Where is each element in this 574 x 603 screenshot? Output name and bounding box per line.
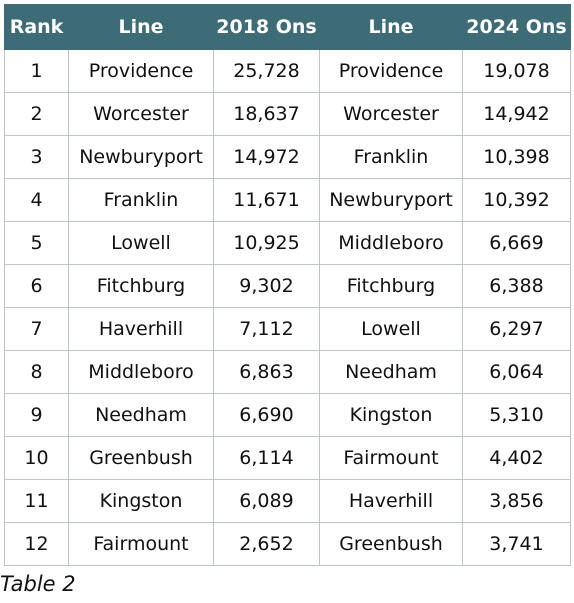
cell-ons-2018: 10,925 bbox=[213, 221, 320, 265]
cell-rank: 9 bbox=[4, 393, 69, 437]
cell-ons-2018: 14,972 bbox=[213, 135, 320, 179]
cell-line-2024: Fitchburg bbox=[319, 264, 463, 308]
table-row: 2 Worcester 18,637 Worcester 14,942 bbox=[4, 92, 571, 136]
table-row: 8 Middleboro 6,863 Needham 6,064 bbox=[4, 350, 571, 394]
cell-line-2018: Providence bbox=[68, 49, 214, 93]
table-row: 5 Lowell 10,925 Middleboro 6,669 bbox=[4, 221, 571, 265]
table-row: 7 Haverhill 7,112 Lowell 6,297 bbox=[4, 307, 571, 351]
header-2024-ons: 2024 Ons bbox=[462, 4, 571, 50]
cell-ons-2024: 6,064 bbox=[462, 350, 571, 394]
cell-line-2024: Franklin bbox=[319, 135, 463, 179]
cell-ons-2024: 6,388 bbox=[462, 264, 571, 308]
cell-rank: 5 bbox=[4, 221, 69, 265]
cell-line-2018: Worcester bbox=[68, 92, 214, 136]
header-rank: Rank bbox=[4, 4, 69, 50]
cell-line-2024: Worcester bbox=[319, 92, 463, 136]
cell-ons-2018: 6,690 bbox=[213, 393, 320, 437]
cell-line-2024: Haverhill bbox=[319, 479, 463, 523]
cell-rank: 7 bbox=[4, 307, 69, 351]
cell-line-2018: Greenbush bbox=[68, 436, 214, 480]
table-row: 9 Needham 6,690 Kingston 5,310 bbox=[4, 393, 571, 437]
cell-ons-2024: 19,078 bbox=[462, 49, 571, 93]
cell-line-2018: Needham bbox=[68, 393, 214, 437]
ridership-table-container: Rank Line 2018 Ons Line 2024 Ons 1 Provid… bbox=[4, 4, 571, 566]
table-caption: Table 2 bbox=[0, 572, 76, 596]
cell-line-2024: Fairmount bbox=[319, 436, 463, 480]
cell-ons-2024: 3,856 bbox=[462, 479, 571, 523]
table-row: 1 Providence 25,728 Providence 19,078 bbox=[4, 49, 571, 93]
cell-ons-2018: 7,112 bbox=[213, 307, 320, 351]
cell-line-2018: Lowell bbox=[68, 221, 214, 265]
cell-rank: 3 bbox=[4, 135, 69, 179]
table-row: 12 Fairmount 2,652 Greenbush 3,741 bbox=[4, 522, 571, 566]
cell-rank: 6 bbox=[4, 264, 69, 308]
cell-line-2018: Fitchburg bbox=[68, 264, 214, 308]
cell-ons-2018: 6,089 bbox=[213, 479, 320, 523]
cell-ons-2018: 2,652 bbox=[213, 522, 320, 566]
cell-line-2024: Needham bbox=[319, 350, 463, 394]
cell-line-2018: Kingston bbox=[68, 479, 214, 523]
cell-ons-2024: 6,297 bbox=[462, 307, 571, 351]
cell-rank: 12 bbox=[4, 522, 69, 566]
cell-rank: 2 bbox=[4, 92, 69, 136]
cell-line-2024: Lowell bbox=[319, 307, 463, 351]
cell-line-2024: Greenbush bbox=[319, 522, 463, 566]
cell-ons-2018: 9,302 bbox=[213, 264, 320, 308]
cell-ons-2018: 18,637 bbox=[213, 92, 320, 136]
cell-line-2018: Franklin bbox=[68, 178, 214, 222]
cell-ons-2024: 10,392 bbox=[462, 178, 571, 222]
header-line-2018: Line bbox=[68, 4, 214, 50]
table-row: 10 Greenbush 6,114 Fairmount 4,402 bbox=[4, 436, 571, 480]
cell-rank: 4 bbox=[4, 178, 69, 222]
table-row: 11 Kingston 6,089 Haverhill 3,856 bbox=[4, 479, 571, 523]
cell-rank: 11 bbox=[4, 479, 69, 523]
table-row: 3 Newburyport 14,972 Franklin 10,398 bbox=[4, 135, 571, 179]
cell-rank: 1 bbox=[4, 49, 69, 93]
cell-ons-2018: 6,863 bbox=[213, 350, 320, 394]
cell-ons-2024: 4,402 bbox=[462, 436, 571, 480]
cell-ons-2024: 14,942 bbox=[462, 92, 571, 136]
cell-rank: 10 bbox=[4, 436, 69, 480]
table-row: 6 Fitchburg 9,302 Fitchburg 6,388 bbox=[4, 264, 571, 308]
cell-line-2018: Fairmount bbox=[68, 522, 214, 566]
cell-ons-2024: 6,669 bbox=[462, 221, 571, 265]
cell-line-2024: Newburyport bbox=[319, 178, 463, 222]
cell-line-2018: Middleboro bbox=[68, 350, 214, 394]
cell-ons-2024: 5,310 bbox=[462, 393, 571, 437]
cell-rank: 8 bbox=[4, 350, 69, 394]
cell-line-2018: Haverhill bbox=[68, 307, 214, 351]
cell-ons-2018: 6,114 bbox=[213, 436, 320, 480]
table-body: 1 Providence 25,728 Providence 19,078 2 Worces… bbox=[4, 49, 571, 566]
cell-line-2024: Providence bbox=[319, 49, 463, 93]
ridership-table: Rank Line 2018 Ons Line 2024 Ons 1 Provid… bbox=[4, 4, 571, 566]
header-2018-ons: 2018 Ons bbox=[213, 4, 320, 50]
cell-ons-2018: 25,728 bbox=[213, 49, 320, 93]
header-line-2024: Line bbox=[319, 4, 463, 50]
cell-line-2018: Newburyport bbox=[68, 135, 214, 179]
cell-ons-2024: 3,741 bbox=[462, 522, 571, 566]
cell-line-2024: Kingston bbox=[319, 393, 463, 437]
cell-ons-2024: 10,398 bbox=[462, 135, 571, 179]
cell-ons-2018: 11,671 bbox=[213, 178, 320, 222]
table-row: 4 Franklin 11,671 Newburyport 10,392 bbox=[4, 178, 571, 222]
cell-line-2024: Middleboro bbox=[319, 221, 463, 265]
table-header-row: Rank Line 2018 Ons Line 2024 Ons bbox=[4, 4, 571, 50]
